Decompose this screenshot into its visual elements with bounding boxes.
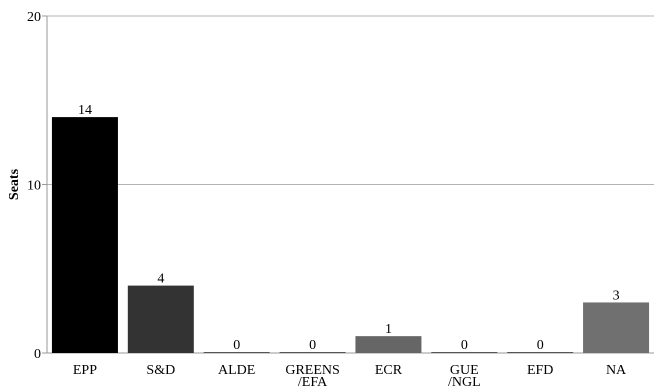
y-axis-label: Seats xyxy=(7,168,22,200)
category-label: ALDE xyxy=(218,363,255,378)
category-label: EPP xyxy=(73,363,97,378)
category-label: NA xyxy=(606,363,627,378)
value-label: 0 xyxy=(461,338,468,353)
category-label: EFD xyxy=(527,363,553,378)
category-label: GUE/NGL xyxy=(448,363,481,390)
bar-ecr xyxy=(355,336,422,353)
value-label: 14 xyxy=(78,103,92,118)
category-label: ECR xyxy=(375,363,403,378)
category-labels: EPP S&D ALDE GREENS/EFA ECR GUE/NGL EFD NA xyxy=(73,363,627,390)
value-label: 1 xyxy=(385,322,392,337)
value-label: 0 xyxy=(309,338,316,353)
value-label: 0 xyxy=(537,338,544,353)
bar-efd xyxy=(507,352,574,353)
category-label: S&D xyxy=(146,363,175,378)
y-tick-labels: 0 10 20 xyxy=(27,10,47,362)
bar-na xyxy=(583,302,650,353)
bar-epp xyxy=(51,117,118,353)
bars xyxy=(51,117,650,353)
category-label: GREENS/EFA xyxy=(285,363,339,390)
value-label: 0 xyxy=(233,338,240,353)
bar-greensefa xyxy=(279,352,346,353)
y-tick-label: 20 xyxy=(27,10,41,25)
y-tick-label: 10 xyxy=(27,179,41,194)
y-tick-label: 0 xyxy=(34,347,41,362)
bar-alde xyxy=(203,352,270,353)
value-labels: 14 4 0 0 1 0 0 3 xyxy=(78,103,620,353)
value-label: 4 xyxy=(157,272,164,287)
bar-guengl xyxy=(431,352,498,353)
gridlines xyxy=(47,15,654,185)
value-label: 3 xyxy=(613,288,620,303)
bar-sd xyxy=(127,285,194,353)
